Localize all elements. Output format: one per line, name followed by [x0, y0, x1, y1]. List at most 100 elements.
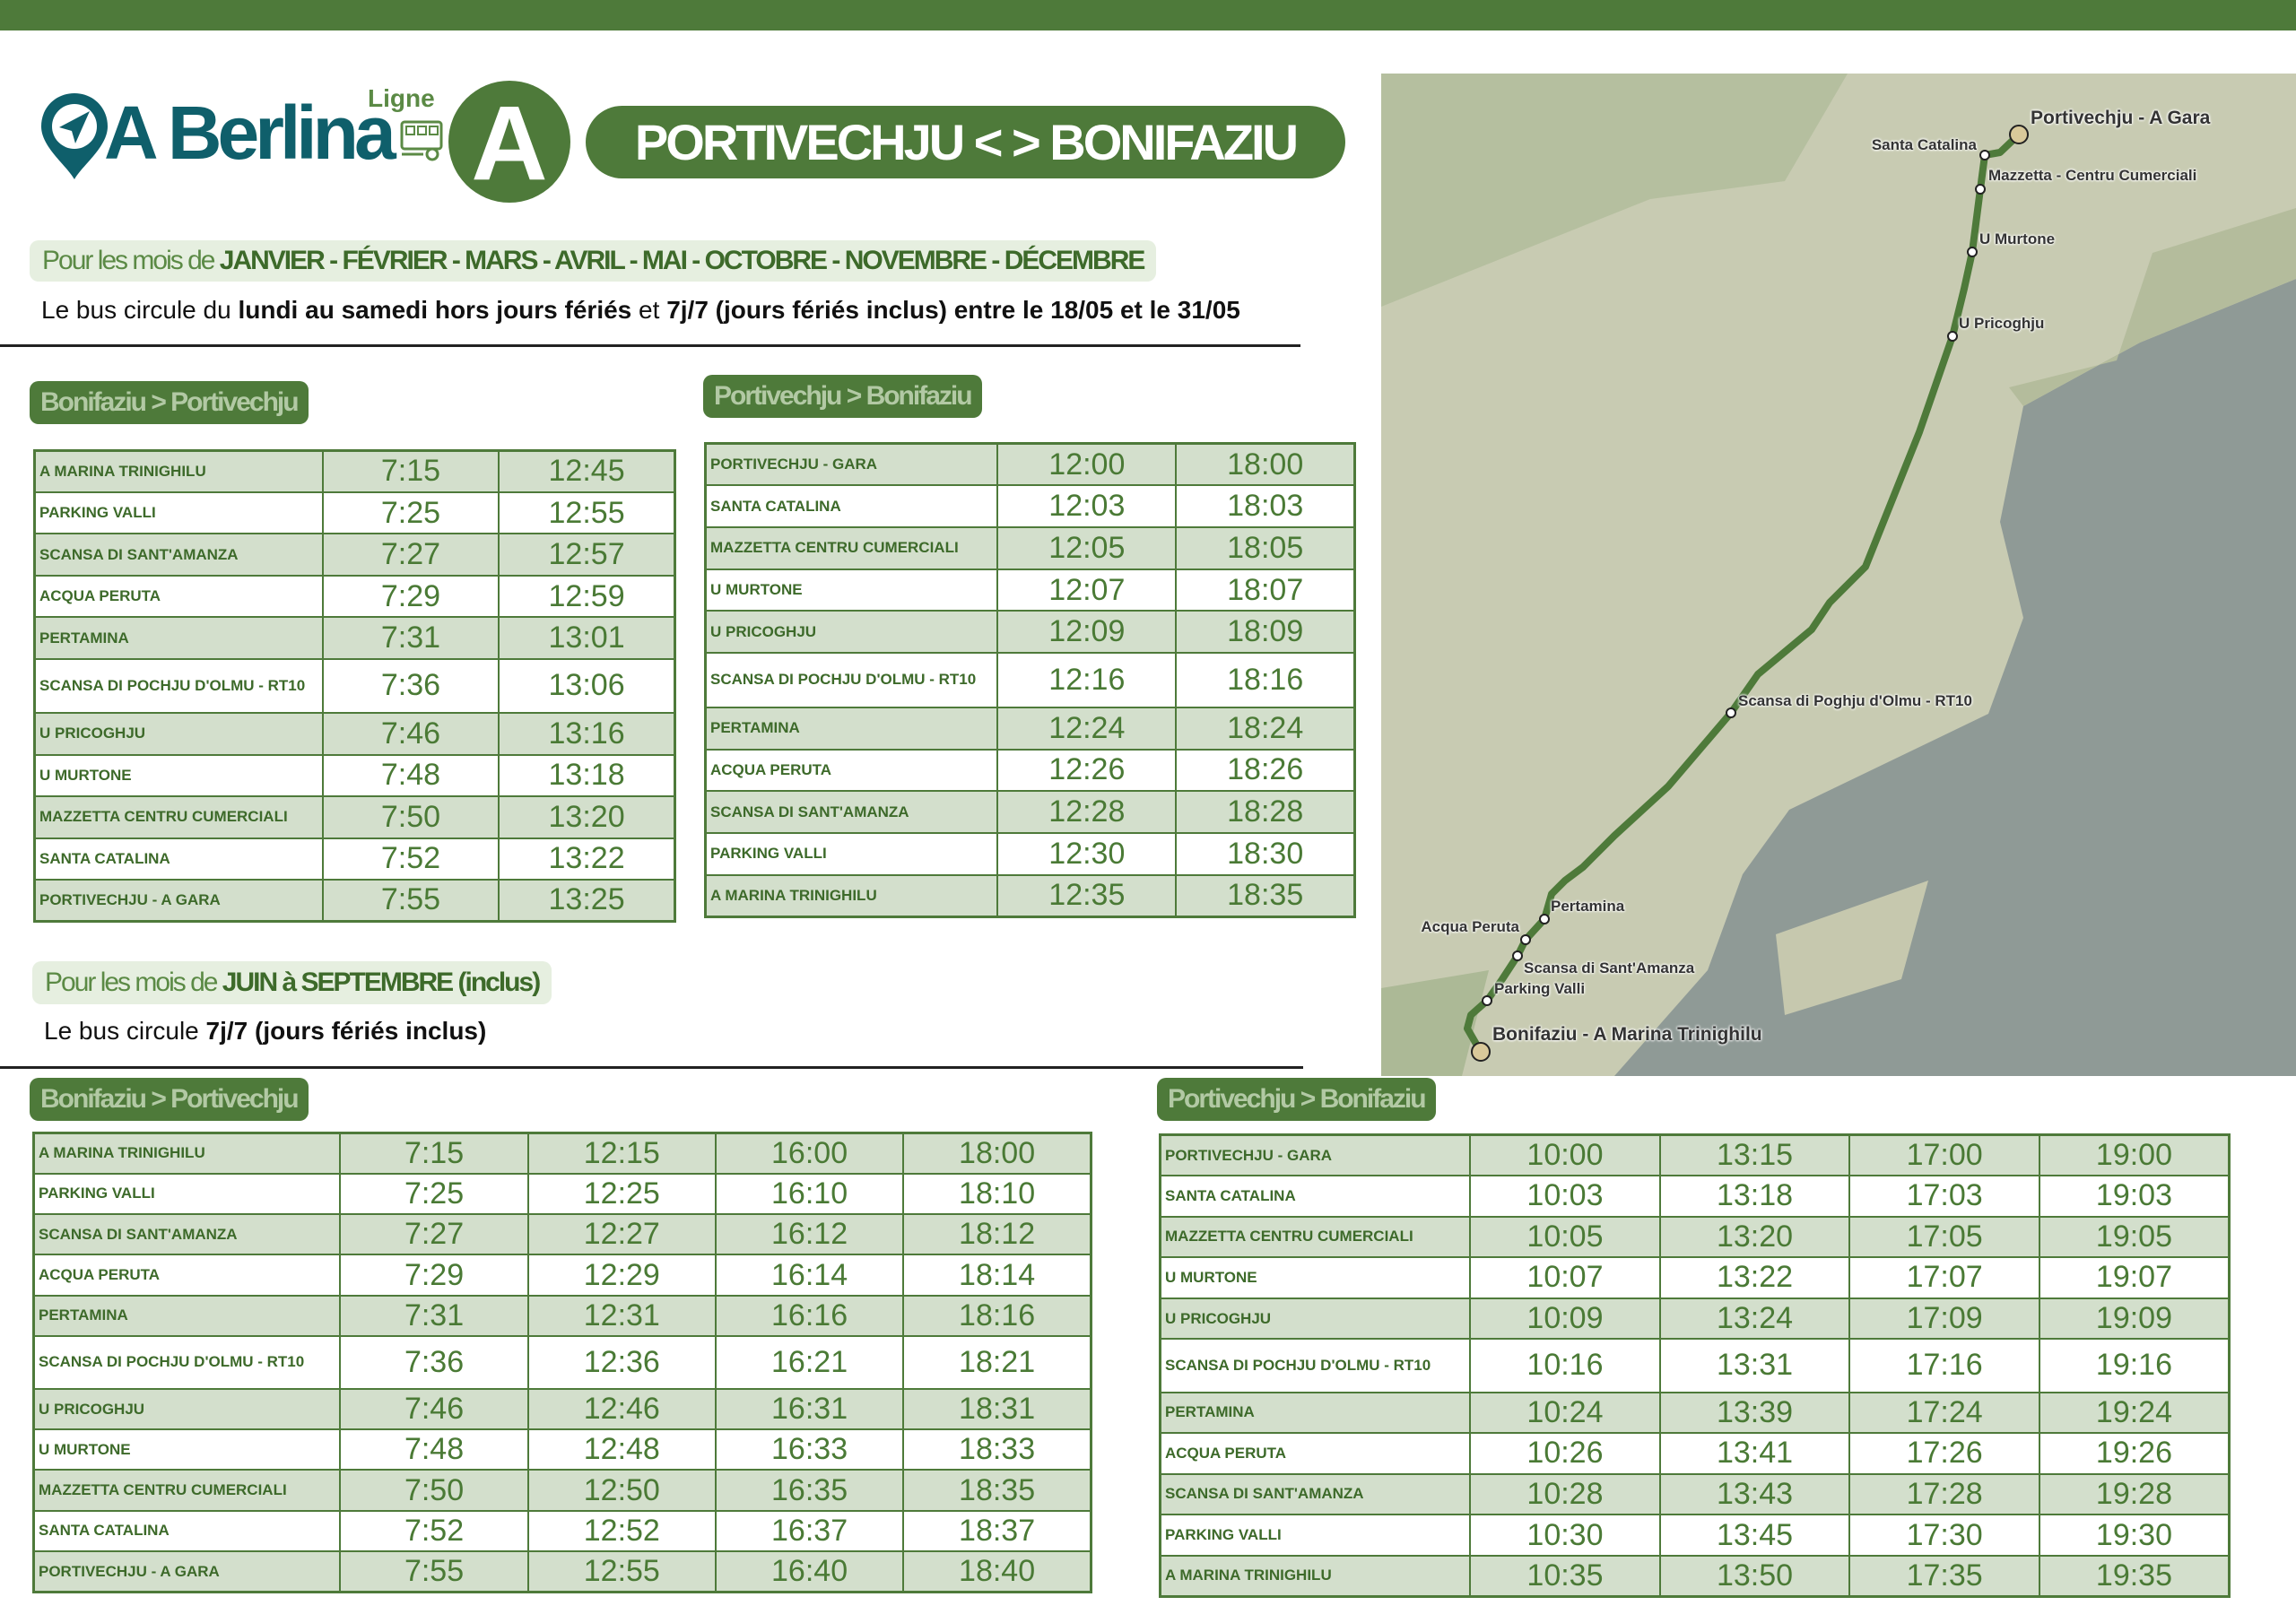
stop-name: SANTA CATALINA [33, 837, 324, 881]
top-bar [0, 0, 2296, 30]
departure-time: 19:16 [2038, 1338, 2231, 1393]
departure-time: 10:05 [1469, 1215, 1661, 1259]
departure-time: 18:16 [902, 1294, 1092, 1337]
divider [0, 344, 1300, 347]
route-map: Portivechju - A Gara Santa Catalina Mazzet… [1381, 74, 2296, 1076]
departure-time: 16:21 [714, 1334, 905, 1390]
table-row: U PRICOGHJU 7:46 13:16 [33, 712, 676, 756]
table-row: A MARINA TRINIGHILU 7:15 12:45 [33, 449, 676, 493]
departure-time: 19:26 [2038, 1432, 2231, 1475]
stop-name: SCANSA DI POCHJU D'OLMU - RT10 [1159, 1338, 1472, 1393]
departure-time: 16:31 [714, 1387, 905, 1431]
table-row: ACQUA PERUTA 7:29 12:29 16:14 18:14 [32, 1254, 1092, 1297]
departure-time: 19:07 [2038, 1256, 2231, 1299]
stop-name: PERTAMINA [1159, 1391, 1472, 1435]
departure-time: 13:45 [1658, 1514, 1851, 1557]
stop-marker [1520, 934, 1531, 945]
stop-name: ACQUA PERUTA [704, 748, 999, 793]
departure-time: 18:05 [1175, 525, 1356, 570]
table-row: U PRICOGHJU 7:46 12:46 16:31 18:31 [32, 1387, 1092, 1431]
departure-time: 7:52 [321, 837, 500, 881]
departure-time: 18:35 [902, 1469, 1092, 1512]
departure-time: 18:28 [1175, 790, 1356, 834]
departure-time: 12:48 [526, 1428, 717, 1471]
departure-time: 12:03 [996, 484, 1178, 528]
departure-time: 7:46 [321, 712, 500, 756]
departure-time: 10:28 [1469, 1472, 1661, 1516]
departure-time: 13:25 [498, 878, 676, 923]
departure-time: 18:26 [1175, 748, 1356, 793]
departure-time: 16:16 [714, 1294, 905, 1337]
departure-time: 17:16 [1848, 1338, 2040, 1393]
departure-time: 10:07 [1469, 1256, 1661, 1299]
departure-time: 16:37 [714, 1509, 905, 1553]
departure-time: 18:03 [1175, 484, 1356, 528]
departure-time: 12:26 [996, 748, 1178, 793]
departure-time: 13:16 [498, 712, 676, 756]
departure-time: 7:46 [339, 1387, 529, 1431]
departure-time: 12:24 [996, 706, 1178, 751]
stop-name: PARKING VALLI [704, 831, 999, 876]
departure-time: 18:31 [902, 1387, 1092, 1431]
table-row: SANTA CATALINA 7:52 13:22 [33, 837, 676, 881]
table-row: ACQUA PERUTA 10:26 13:41 17:26 19:26 [1159, 1432, 2231, 1475]
stop-name: SCANSA DI SANT'AMANZA [704, 790, 999, 834]
table-row: SCANSA DI POCHJU D'OLMU - RT10 10:16 13:31… [1159, 1338, 2231, 1393]
stop-name: PARKING VALLI [33, 490, 324, 535]
departure-time: 17:26 [1848, 1432, 2040, 1475]
departure-time: 13:06 [498, 657, 676, 715]
departure-time: 12:15 [526, 1132, 717, 1175]
stop-name: PARKING VALLI [32, 1172, 342, 1216]
stop-marker [1482, 995, 1492, 1006]
summer-months: JUIN à SEPTEMBRE (inclus) [222, 968, 541, 997]
departure-time: 18:16 [1175, 652, 1356, 708]
stop-name: U MURTONE [32, 1428, 342, 1471]
stop-name: MAZZETTA CENTRU CUMERCIALI [1159, 1215, 1472, 1259]
departure-time: 18:37 [902, 1509, 1092, 1553]
stop-name: U MURTONE [704, 568, 999, 612]
table-row: MAZZETTA CENTRU CUMERCIALI 10:05 13:20 17:0… [1159, 1215, 2231, 1259]
table-row: PORTIVECHJU - GARA 10:00 13:15 17:00 19:00 [1159, 1133, 2231, 1177]
stop-name: SCANSA DI SANT'AMANZA [1159, 1472, 1472, 1516]
stop-name: U PRICOGHJU [32, 1387, 342, 1431]
departure-time: 7:15 [339, 1132, 529, 1175]
map-stop-label: Acqua Peruta [1421, 918, 1519, 935]
departure-time: 19:30 [2038, 1514, 2231, 1557]
table-row: U PRICOGHJU 12:09 18:09 [704, 610, 1356, 655]
departure-time: 13:20 [498, 795, 676, 839]
direction-label-winter-return: Portivechju > Bonifaziu [703, 375, 982, 418]
winter-months: JANVIER - FÉVRIER - MARS - AVRIL - MAI -… [219, 246, 1146, 275]
table-row: PERTAMINA 12:24 18:24 [704, 706, 1356, 751]
departure-time: 16:35 [714, 1469, 905, 1512]
departure-time: 10:16 [1469, 1338, 1661, 1393]
departure-time: 18:09 [1175, 610, 1356, 655]
stop-marker [1947, 331, 1958, 342]
departure-time: 12:50 [526, 1469, 717, 1512]
departure-time: 12:07 [996, 568, 1178, 612]
table-row: PERTAMINA 7:31 13:01 [33, 616, 676, 660]
line-letter-badge: A [448, 81, 570, 203]
table-row: SCANSA DI SANT'AMANZA 10:28 13:43 17:28 19:2… [1159, 1472, 2231, 1516]
map-stop-label: Bonifaziu - A Marina Trinighilu [1492, 1024, 1762, 1045]
departure-time: 19:35 [2038, 1554, 2231, 1598]
stop-marker [1512, 950, 1523, 961]
table-row: U MURTONE 7:48 13:18 [33, 753, 676, 798]
timetable-winter-bonifaziu-portivechju: A MARINA TRINIGHILU 7:15 12:45 PARKING VALL… [33, 449, 676, 923]
departure-time: 7:36 [321, 657, 500, 715]
departure-time: 7:50 [339, 1469, 529, 1512]
departure-time: 18:21 [902, 1334, 1092, 1390]
departure-time: 18:30 [1175, 831, 1356, 876]
departure-time: 13:43 [1658, 1472, 1851, 1516]
departure-time: 13:39 [1658, 1391, 1851, 1435]
table-row: PORTIVECHJU - GARA 12:00 18:00 [704, 442, 1356, 487]
departure-time: 12:09 [996, 610, 1178, 655]
departure-time: 16:33 [714, 1428, 905, 1471]
departure-time: 16:40 [714, 1550, 905, 1593]
stop-name: PERTAMINA [33, 616, 324, 660]
departure-time: 7:50 [321, 795, 500, 839]
departure-time: 13:22 [498, 837, 676, 881]
table-row: SCANSA DI POCHJU D'OLMU - RT10 12:16 18:16 [704, 652, 1356, 708]
direction-label-summer-outbound: Bonifaziu > Portivechju [30, 1078, 309, 1121]
departure-time: 16:12 [714, 1213, 905, 1256]
departure-time: 17:05 [1848, 1215, 2040, 1259]
